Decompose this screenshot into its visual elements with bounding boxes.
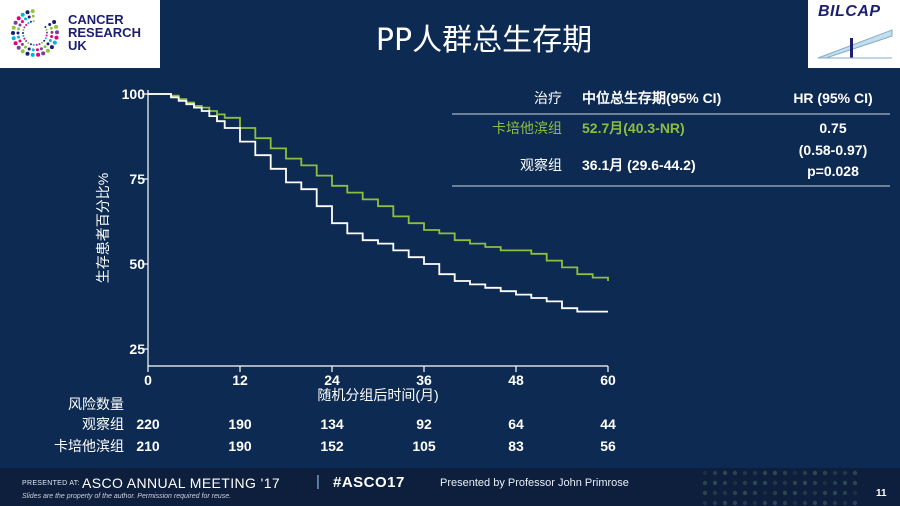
table-hr-value: 0.75 bbox=[819, 120, 846, 136]
table-hr-pvalue: p=0.028 bbox=[807, 163, 859, 179]
risk-row-label-observation: 观察组 bbox=[82, 416, 124, 432]
risk-value: 210 bbox=[136, 438, 160, 454]
y-tick-label: 100 bbox=[122, 86, 146, 102]
x-tick-label: 0 bbox=[144, 372, 152, 388]
footer-presenter: Presented by Professor John Primrose bbox=[440, 477, 629, 489]
bilcap-logo: BILCAP bbox=[808, 0, 900, 68]
page-number: 11 bbox=[876, 488, 887, 499]
footer-bar: PRESENTED AT: ASCO ANNUAL MEETING '17 | … bbox=[0, 468, 900, 506]
risk-value: 105 bbox=[412, 438, 436, 454]
footer-presented-at: PRESENTED AT: bbox=[22, 480, 80, 487]
table-median-observation: 36.1月 (29.6-44.2) bbox=[582, 157, 696, 173]
x-tick-label: 12 bbox=[232, 372, 248, 388]
footer-hashtag: #ASCO17 bbox=[333, 474, 405, 491]
cruk-logo-text: CANCER RESEARCH UK bbox=[68, 13, 141, 52]
x-tick-label: 60 bbox=[600, 372, 616, 388]
cancer-research-uk-logo: CANCER RESEARCH UK bbox=[6, 4, 156, 62]
y-axis-label: 生存患者百分比% bbox=[95, 173, 111, 283]
cruk-logo-line: RESEARCH bbox=[68, 25, 141, 40]
risk-row-label-capecitabine: 卡培他滨组 bbox=[54, 438, 124, 454]
table-header-median: 中位总生存期(95% CI) bbox=[582, 90, 721, 106]
table-hr-ci: (0.58-0.97) bbox=[799, 142, 867, 158]
table-group-observation: 观察组 bbox=[520, 157, 562, 173]
risk-value: 92 bbox=[416, 416, 432, 432]
cruk-logo-line: UK bbox=[68, 38, 87, 53]
table-header-treatment: 治疗 bbox=[534, 90, 562, 106]
risk-value: 220 bbox=[136, 416, 160, 432]
y-tick-label: 25 bbox=[129, 341, 145, 357]
slide-title: PP人群总生存期 bbox=[375, 23, 593, 58]
results-table: 治疗 中位总生存期(95% CI) HR (95% CI) 卡培他滨组 52.7… bbox=[452, 90, 890, 187]
bilcap-logo-text: BILCAP bbox=[818, 3, 881, 20]
footer-decoration-icon bbox=[702, 470, 858, 506]
footer-meeting-title: ASCO ANNUAL MEETING '17 bbox=[82, 475, 281, 491]
title-band: PP人群总生存期 bbox=[160, 0, 808, 68]
y-tick-label: 75 bbox=[129, 171, 145, 187]
x-axis-ticks: 0 12 24 36 48 60 bbox=[144, 366, 616, 388]
risk-value: 64 bbox=[508, 416, 524, 432]
x-tick-label: 36 bbox=[416, 372, 432, 388]
y-tick-label: 50 bbox=[129, 256, 145, 272]
table-median-capecitabine: 52.7月(40.3-NR) bbox=[582, 120, 685, 136]
km-chart: 治疗 中位总生存期(95% CI) HR (95% CI) 卡培他滨组 52.7… bbox=[54, 86, 890, 454]
risk-value: 83 bbox=[508, 438, 524, 454]
risk-values: 220 190 134 92 64 44 210 190 152 105 83 56 bbox=[136, 416, 616, 454]
risk-value: 134 bbox=[320, 416, 344, 432]
risk-value: 190 bbox=[228, 438, 252, 454]
risk-value: 44 bbox=[600, 416, 616, 432]
bilcap-wedge-icon bbox=[817, 29, 893, 59]
risk-value: 152 bbox=[320, 438, 344, 454]
table-group-capecitabine: 卡培他滨组 bbox=[492, 120, 562, 136]
risk-value: 56 bbox=[600, 438, 616, 454]
km-curves bbox=[148, 93, 609, 313]
cruk-dots-icon bbox=[11, 9, 59, 57]
risk-table-title: 风险数量 bbox=[68, 396, 124, 412]
cruk-logo-line: CANCER bbox=[68, 12, 124, 27]
km-curve-series-1 bbox=[148, 93, 608, 313]
x-tick-label: 24 bbox=[324, 372, 340, 388]
y-axis-ticks: 100 75 50 25 bbox=[122, 86, 148, 357]
footer-separator: | bbox=[316, 473, 320, 490]
header-bar: CANCER RESEARCH UK PP人群总生存期 BILCAP bbox=[0, 0, 900, 68]
table-header-hr: HR (95% CI) bbox=[793, 90, 872, 106]
x-tick-label: 48 bbox=[508, 372, 524, 388]
risk-value: 190 bbox=[228, 416, 252, 432]
footer-disclaimer: Slides are the property of the author. P… bbox=[22, 493, 232, 500]
x-axis-label: 随机分组后时间(月) bbox=[317, 387, 438, 403]
risk-table: 风险数量 观察组 卡培他滨组 220 190 134 92 64 44 210 190 152 1… bbox=[54, 396, 616, 454]
